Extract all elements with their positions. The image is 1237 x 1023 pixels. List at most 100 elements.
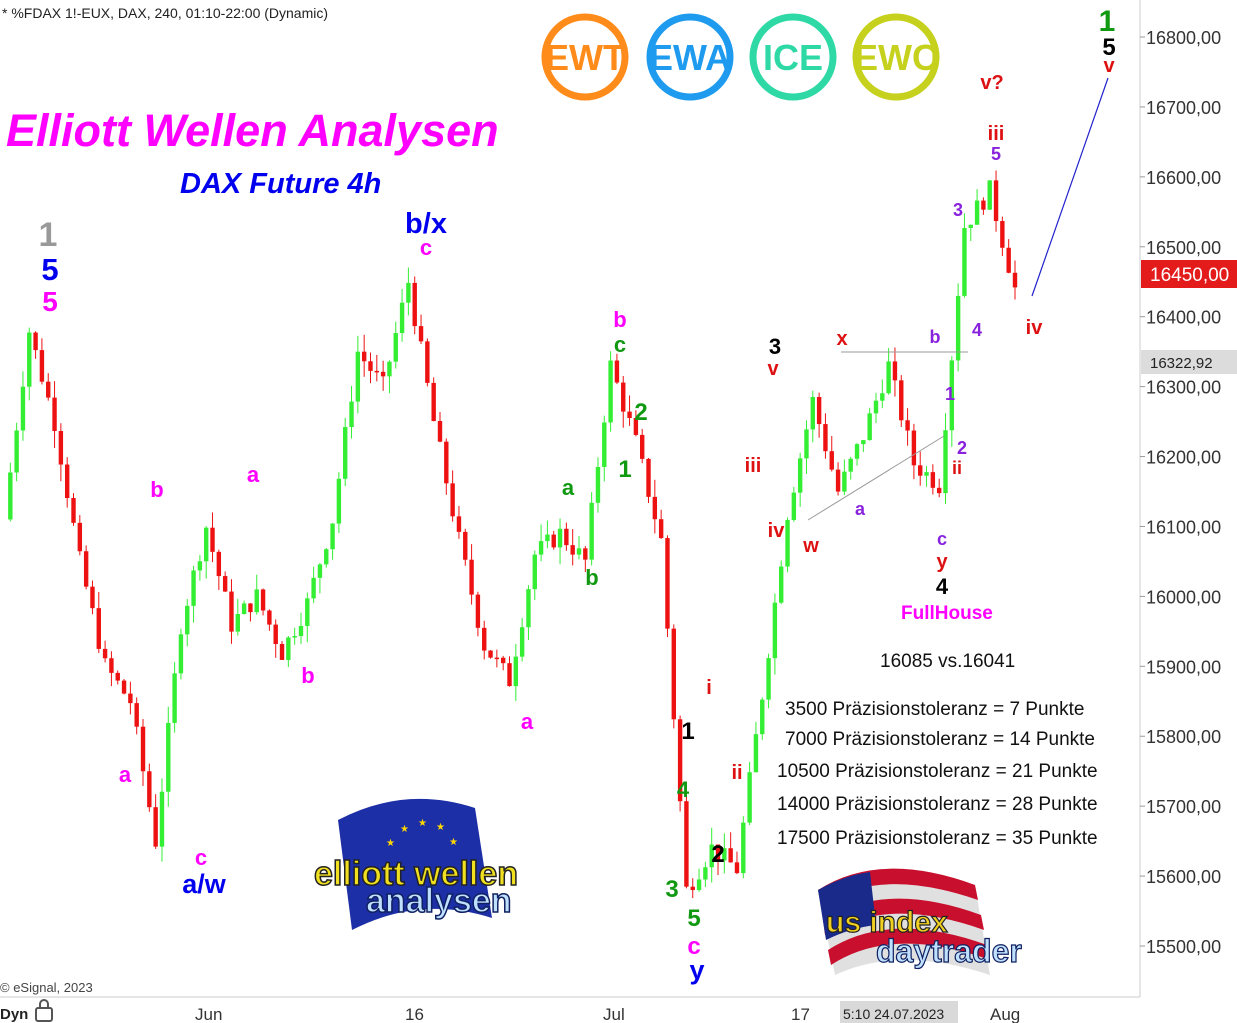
candle-body bbox=[336, 478, 342, 524]
candle-body bbox=[90, 586, 95, 609]
badge-ice[interactable] bbox=[749, 13, 837, 101]
usid-line-1: us index bbox=[826, 906, 948, 939]
candle-body bbox=[210, 527, 215, 552]
candle-body bbox=[962, 227, 967, 296]
price-tick-label: 15600,00 bbox=[1146, 867, 1221, 887]
candle-body bbox=[899, 380, 904, 421]
candle-body bbox=[20, 386, 26, 431]
candle-body bbox=[292, 636, 297, 638]
candle-body bbox=[273, 624, 278, 644]
candle-body bbox=[646, 458, 651, 497]
svg-text:★: ★ bbox=[418, 818, 427, 829]
wave-label: b bbox=[585, 565, 598, 590]
candle-body bbox=[867, 413, 872, 441]
wave-label: 5 bbox=[687, 905, 700, 932]
wave-label: 5 bbox=[41, 252, 58, 287]
candle-body bbox=[355, 351, 361, 402]
candle-body bbox=[450, 483, 455, 517]
tolerance-line: 10500 Präzisionstoleranz = 21 Punkte bbox=[777, 761, 1098, 782]
candle-body bbox=[444, 441, 449, 484]
price-tick-label: 15800,00 bbox=[1146, 727, 1221, 747]
candle-body bbox=[545, 534, 550, 542]
wave-label: a bbox=[562, 475, 575, 500]
wave-label: 4 bbox=[677, 777, 690, 802]
candle-body bbox=[14, 430, 19, 473]
candle-body bbox=[115, 672, 120, 681]
candle-body bbox=[254, 589, 259, 613]
wave-label: x bbox=[836, 328, 847, 350]
badge-ewt[interactable] bbox=[541, 13, 629, 101]
candle-body bbox=[121, 680, 127, 694]
time-axis-bg bbox=[0, 997, 1237, 1023]
candle-body bbox=[576, 548, 582, 555]
candle-body bbox=[222, 576, 228, 592]
wave-label: w bbox=[802, 535, 819, 557]
eu-flag-shape bbox=[338, 798, 492, 930]
fullhouse-label: FullHouse bbox=[901, 603, 993, 624]
wave-label: 2 bbox=[711, 841, 724, 868]
marker-price-box bbox=[1141, 350, 1237, 374]
wave-label: a bbox=[247, 462, 260, 487]
candle-body bbox=[564, 528, 569, 546]
wave-label: 5 bbox=[991, 144, 1001, 164]
candle-body bbox=[368, 361, 373, 371]
projection-line bbox=[1031, 77, 1109, 297]
candle-body bbox=[892, 361, 898, 381]
lock-icon[interactable] bbox=[35, 999, 53, 1022]
wave-label: a bbox=[521, 709, 534, 734]
svg-text:★: ★ bbox=[436, 822, 445, 833]
logo-line-1: elliott wellen bbox=[314, 855, 518, 893]
candle-body bbox=[734, 862, 740, 874]
wave-label: b bbox=[301, 663, 314, 688]
triangle-lower-line bbox=[807, 435, 945, 521]
symbol-line: * %FDAX 1!-EUX, DAX, 240, 01:10-22:00 (D… bbox=[2, 5, 328, 21]
candle-body bbox=[886, 361, 891, 394]
candle-body bbox=[191, 570, 196, 606]
badge-ewc[interactable] bbox=[852, 13, 940, 101]
price-tick-label: 16800,00 bbox=[1146, 28, 1221, 48]
candle-body bbox=[753, 734, 759, 773]
candle-body bbox=[241, 603, 247, 614]
candle-body bbox=[918, 465, 923, 476]
candle-body bbox=[715, 844, 721, 861]
wave-label: y bbox=[936, 551, 948, 573]
wave-label: 4 bbox=[972, 320, 982, 340]
price-tick-label: 16000,00 bbox=[1146, 587, 1221, 607]
time-label-16: 16 bbox=[405, 1005, 424, 1023]
cursor-time-box bbox=[840, 1001, 958, 1023]
candle-body bbox=[595, 466, 601, 503]
dyn-label: Dyn bbox=[0, 1006, 28, 1023]
wave-labels: 155baabca/wb/xcaabbc211435cy2iiiiiiiv3vw… bbox=[39, 5, 1116, 985]
price-tick-label: 16100,00 bbox=[1146, 517, 1221, 537]
candle-body bbox=[829, 451, 834, 470]
candle-body bbox=[58, 431, 64, 465]
page-title: Elliott Wellen Analysen bbox=[6, 105, 499, 156]
candle-body bbox=[905, 420, 910, 431]
tolerance-line: 14000 Präzisionstoleranz = 28 Punkte bbox=[777, 794, 1098, 815]
candle-body bbox=[102, 648, 108, 659]
candle-body bbox=[77, 522, 83, 552]
wave-label: 5 bbox=[1102, 34, 1115, 61]
wave-label: b bbox=[930, 327, 941, 347]
logo-line-2: analysen bbox=[366, 882, 512, 920]
candle-body bbox=[665, 538, 670, 629]
wave-label: a bbox=[119, 762, 132, 787]
wave-label: c bbox=[195, 845, 207, 870]
candle-body bbox=[728, 848, 733, 863]
badge-ewa[interactable] bbox=[646, 13, 734, 101]
candle-body bbox=[324, 549, 329, 565]
candle-body bbox=[393, 333, 398, 362]
current-price-tag bbox=[1141, 260, 1237, 288]
price-tick-label: 16400,00 bbox=[1146, 308, 1221, 328]
candle-body bbox=[747, 772, 752, 823]
badges: EWT EWA ICE EWC bbox=[541, 13, 940, 101]
candle-body bbox=[185, 605, 190, 635]
wave-label: b bbox=[613, 307, 626, 332]
candle-body bbox=[469, 559, 474, 595]
candle-body bbox=[412, 282, 417, 327]
svg-text:★: ★ bbox=[386, 838, 395, 849]
candle-body bbox=[431, 382, 436, 421]
candle-body bbox=[816, 396, 822, 425]
candle-body bbox=[658, 519, 664, 539]
wave-label: c bbox=[687, 933, 700, 960]
